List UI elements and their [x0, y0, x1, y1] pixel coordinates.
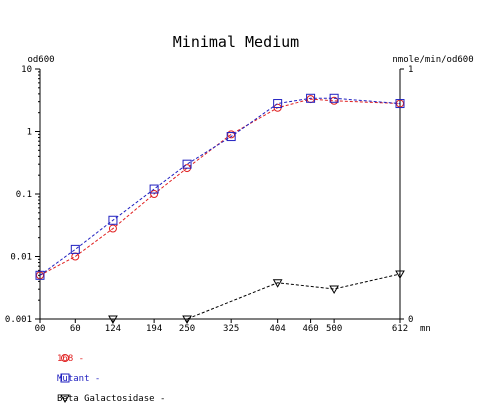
data-point [226, 132, 236, 142]
series-line [112, 273, 401, 320]
right-tick-label: 1 [408, 65, 413, 75]
series-0 [36, 95, 404, 280]
right-axis-label: nmole/min/od600 [392, 55, 473, 65]
x-tick-label: 124 [105, 324, 121, 334]
x-tick-label: 00 [35, 324, 46, 334]
series-layer [35, 93, 405, 325]
legend-label: Beta Galactosidase - [57, 394, 165, 404]
chart-title: Minimal Medium [173, 33, 299, 51]
left-tick-label: 10 [21, 65, 32, 75]
left-tick-label: 1 [27, 128, 32, 138]
series-2 [108, 270, 405, 325]
x-tick-label: 460 [302, 324, 318, 334]
x-tick-label: 60 [70, 324, 81, 334]
data-point [150, 190, 159, 198]
left-tick-label: 0.1 [16, 190, 32, 200]
legend-marker [61, 354, 69, 362]
legend-label: 168 - [57, 354, 84, 364]
x-tick-label: 325 [223, 324, 239, 334]
left-tick-label: 0.01 [10, 253, 32, 263]
data-point [108, 224, 117, 233]
data-point [108, 215, 118, 225]
data-point [273, 99, 283, 109]
data-point [272, 279, 283, 288]
data-point [182, 315, 192, 325]
data-point [329, 93, 339, 103]
legend-item: 168 - [57, 354, 84, 364]
legend-marker [60, 373, 70, 383]
data-point [395, 270, 405, 280]
data-point [70, 244, 80, 254]
series-1 [35, 93, 405, 280]
x-tick-label: 500 [326, 324, 342, 334]
right-tick-label: 0 [408, 315, 413, 325]
legend-label: Mutant - [57, 374, 100, 384]
data-point [108, 315, 118, 325]
ticks-layer: 00 60 124 194 250 325 404 460 500 612 0.001 0.01 0.1… [5, 65, 414, 334]
left-tick-label: 0.001 [5, 315, 32, 325]
legend: 168 - Mutant - Beta Galactosidase - [57, 354, 165, 404]
series-line [39, 97, 401, 276]
data-point [329, 285, 339, 295]
legend-marker [60, 394, 70, 404]
legend-item: Beta Galactosidase - [57, 394, 165, 404]
data-point [395, 99, 405, 109]
x-tick-label: 194 [146, 324, 162, 334]
legend-item: Mutant - [57, 373, 100, 384]
x-tick-label: 404 [270, 324, 286, 334]
series-line [39, 98, 401, 276]
x-axis-unit: mn [420, 324, 431, 334]
x-tick-label: 250 [179, 324, 195, 334]
data-point [35, 270, 45, 280]
data-point [149, 184, 159, 194]
data-point [71, 252, 80, 261]
data-point [182, 159, 192, 169]
x-tick-label: 612 [392, 324, 408, 334]
data-point [306, 93, 316, 103]
left-axis-label: od600 [27, 55, 54, 65]
